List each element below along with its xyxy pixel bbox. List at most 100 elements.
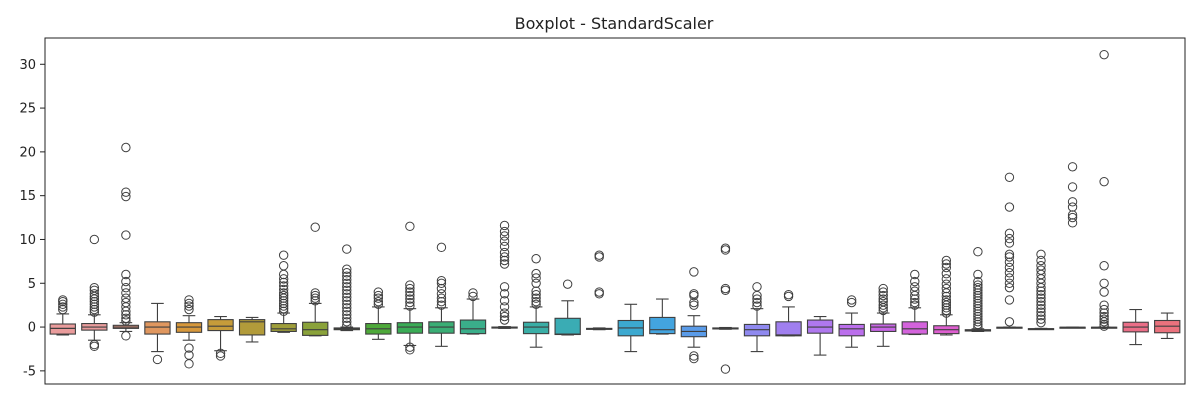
- outlier-point: [58, 299, 68, 309]
- outlier-point: [405, 283, 415, 294]
- outlier-point: [531, 289, 541, 300]
- outlier-point: [436, 278, 447, 288]
- outlier-point: [278, 288, 289, 298]
- outlier-point: [342, 285, 352, 295]
- box-27: [870, 283, 897, 347]
- outlier-point: [499, 255, 510, 266]
- outlier-point: [89, 285, 100, 295]
- outlier-point: [121, 269, 131, 280]
- outlier-point: [58, 302, 68, 312]
- box-34: [1090, 49, 1118, 331]
- outlier-point: [405, 342, 415, 352]
- outlier-point: [499, 247, 510, 258]
- outlier-point: [499, 296, 510, 306]
- outlier-point: [973, 317, 983, 327]
- outlier-point: [941, 274, 952, 284]
- y-tick-label: 30: [19, 58, 36, 73]
- box-35: [1122, 308, 1149, 346]
- box-body: [49, 323, 76, 335]
- outlier-point: [278, 301, 289, 311]
- box-29: [933, 255, 960, 336]
- box-12: [396, 221, 424, 355]
- box-7: [238, 316, 266, 343]
- outlier-point: [405, 280, 415, 290]
- box-14: [459, 288, 487, 335]
- outlier-point: [562, 279, 573, 289]
- box-18: [586, 250, 613, 331]
- outlier-point: [594, 250, 604, 260]
- box-body: [649, 316, 676, 335]
- outlier-point: [1036, 293, 1046, 303]
- outlier-point: [941, 303, 952, 313]
- box-31: [996, 172, 1023, 329]
- outlier-point: [941, 305, 952, 316]
- outlier-point: [184, 295, 194, 305]
- outlier-point: [531, 254, 541, 264]
- box-group: [49, 49, 1181, 374]
- outlier-point: [278, 250, 289, 260]
- outlier-point: [531, 278, 541, 288]
- outlier-point: [342, 303, 352, 313]
- outlier-point: [1004, 282, 1015, 293]
- outlier-point: [1004, 233, 1015, 244]
- outlier-point: [878, 294, 888, 304]
- outlier-point: [689, 351, 699, 361]
- outlier-point: [941, 297, 952, 308]
- outlier-point: [1036, 261, 1046, 271]
- chart-title: Boxplot - StandardScaler: [515, 14, 714, 33]
- outlier-point: [1004, 295, 1015, 305]
- outlier-point: [752, 297, 762, 308]
- box-body: [396, 322, 424, 334]
- outlier-point: [310, 222, 320, 232]
- box-32: [1027, 249, 1055, 331]
- outlier-point: [499, 308, 510, 318]
- outlier-point: [1004, 202, 1015, 212]
- outlier-point: [1036, 289, 1046, 300]
- outlier-point: [1004, 273, 1015, 283]
- outlier-point: [342, 320, 352, 331]
- outlier-point: [846, 297, 857, 308]
- outlier-point: [342, 275, 352, 285]
- y-tick-label: 25: [19, 102, 36, 117]
- outlier-point: [278, 281, 289, 291]
- outlier-point: [973, 290, 983, 301]
- outlier-point: [499, 289, 510, 299]
- outlier-point: [973, 309, 983, 319]
- outlier-point: [342, 271, 352, 281]
- outlier-point: [121, 293, 131, 303]
- box-21: [680, 267, 708, 364]
- outlier-point: [531, 296, 541, 307]
- outlier-point: [499, 252, 510, 262]
- outlier-point: [342, 299, 352, 309]
- outlier-point: [1099, 176, 1109, 187]
- outlier-point: [121, 316, 131, 326]
- outlier-point: [121, 282, 131, 293]
- outlier-point: [278, 274, 289, 284]
- outlier-point: [941, 262, 952, 273]
- box-body: [554, 317, 581, 336]
- outlier-point: [405, 345, 415, 355]
- outlier-point: [342, 292, 352, 302]
- outlier-point: [973, 293, 983, 303]
- outlier-point: [89, 299, 100, 309]
- outlier-point: [910, 276, 920, 287]
- outlier-point: [1004, 257, 1015, 267]
- outlier-point: [58, 304, 68, 315]
- outlier-point: [89, 296, 100, 307]
- outlier-point: [878, 300, 888, 310]
- outlier-point: [499, 236, 510, 246]
- outlier-point: [342, 289, 352, 299]
- outlier-point: [531, 286, 541, 296]
- outlier-point: [121, 276, 131, 287]
- outlier-point: [499, 311, 510, 322]
- outlier-point: [973, 319, 983, 330]
- outlier-point: [531, 293, 541, 303]
- outlier-point: [941, 308, 952, 318]
- outlier-point: [752, 294, 762, 304]
- plot-frame: [44, 37, 1186, 385]
- outlier-point: [184, 359, 194, 369]
- outlier-point: [1036, 255, 1046, 266]
- outlier-point: [1004, 228, 1015, 239]
- outlier-point: [689, 289, 699, 299]
